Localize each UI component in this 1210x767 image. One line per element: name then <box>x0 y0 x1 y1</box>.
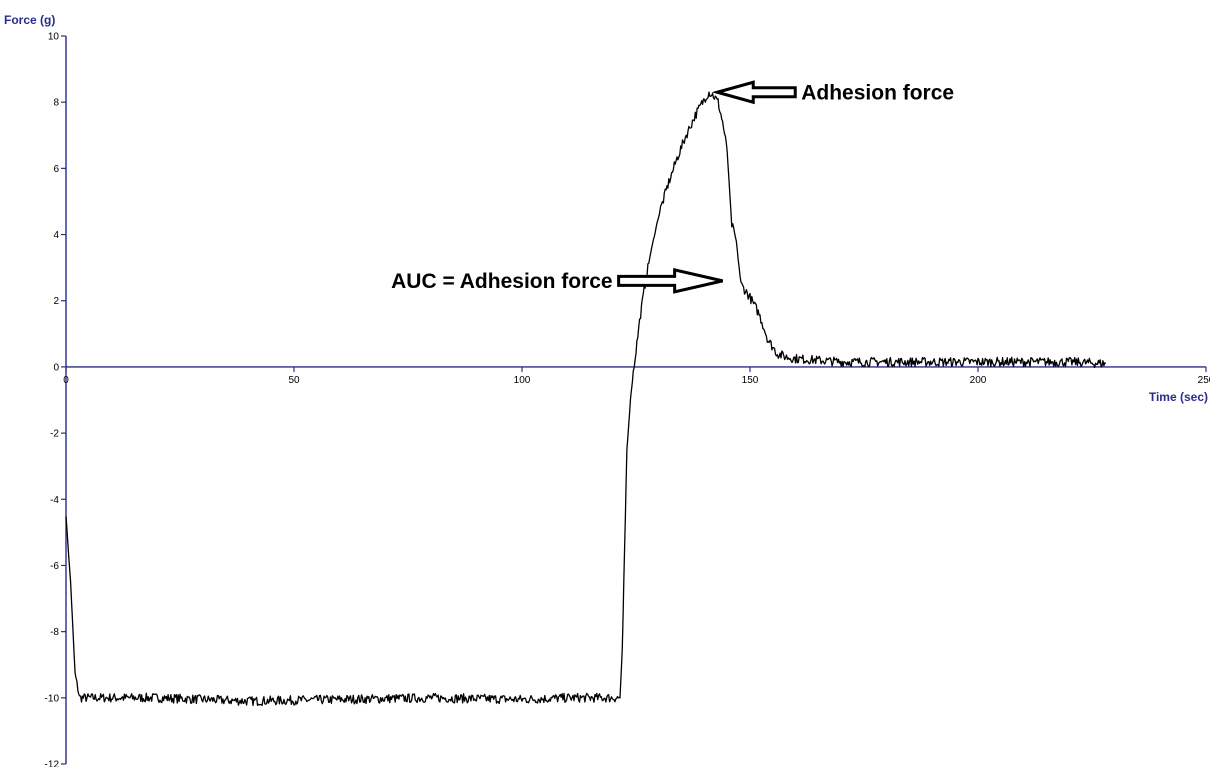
annotation-auc: AUC = Adhesion force <box>391 270 613 293</box>
annotation-adhesion-force: Adhesion force <box>801 81 954 104</box>
x-axis-title: Time (sec) <box>1149 390 1208 404</box>
left-arrow-icon <box>711 80 797 105</box>
y-tick-label: 6 <box>53 164 59 175</box>
x-tick-label: 250 <box>1198 375 1210 386</box>
force-series-line <box>65 91 1107 707</box>
y-tick-label: 2 <box>53 296 59 307</box>
y-tick-label: -4 <box>50 495 59 506</box>
y-tick-label: 10 <box>48 32 60 43</box>
y-axis-title: Force (g) <box>4 13 55 27</box>
x-axis: 0 50 100 150 200 250 <box>63 366 1210 386</box>
y-axis: 10 8 6 4 2 0 -2 -4 -6 -8 -10 -12 <box>45 32 67 767</box>
y-tick-label: 4 <box>53 230 59 241</box>
y-tick-label: 0 <box>53 362 59 373</box>
x-tick-label: 0 <box>63 375 69 386</box>
y-tick-label: -2 <box>50 429 59 440</box>
y-tick-label: -6 <box>50 561 59 572</box>
y-tick-label: -8 <box>50 627 59 638</box>
x-tick-label: 150 <box>742 375 759 386</box>
annotations: Adhesion force AUC = Adhesion force <box>391 80 954 294</box>
x-tick-label: 200 <box>970 375 987 386</box>
x-tick-label: 100 <box>514 375 531 386</box>
y-tick-label: -10 <box>45 693 60 704</box>
y-tick-label: 8 <box>53 98 59 109</box>
right-arrow-icon <box>617 267 723 294</box>
x-tick-label: 50 <box>288 375 300 386</box>
y-tick-label: -12 <box>45 760 60 767</box>
